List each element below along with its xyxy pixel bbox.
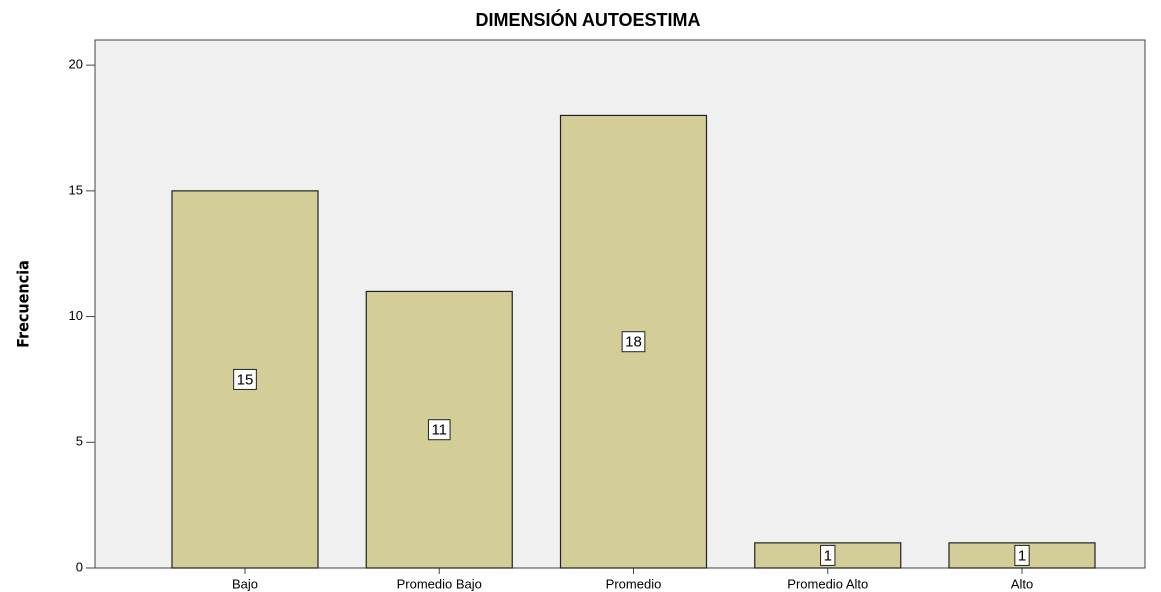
x-tick-label: Promedio Alto (787, 576, 868, 591)
data-label: 18 (625, 334, 642, 351)
x-tick-label: Bajo (232, 576, 258, 591)
y-tick-label: 15 (69, 182, 83, 197)
data-label-box (427, 419, 451, 441)
x-tick-label: Alto (1011, 576, 1033, 591)
data-label-box (621, 331, 646, 353)
data-label: 1 (1018, 547, 1026, 564)
y-tick-label: 10 (69, 308, 83, 323)
data-label-box (1014, 544, 1030, 566)
y-tick-label: 5 (76, 434, 83, 449)
y-tick-label: 0 (76, 559, 83, 574)
chart-title: DIMENSIÓN AUTOESTIMA (475, 9, 700, 30)
data-label-box (233, 368, 257, 390)
data-label: 11 (431, 422, 447, 439)
data-label: 15 (237, 371, 254, 388)
y-axis-label: Frecuencia (14, 260, 33, 348)
data-label: 1 (824, 547, 832, 564)
x-tick-label: Promedio Bajo (397, 576, 482, 591)
data-label-box (820, 544, 836, 566)
x-tick-label: Promedio (606, 576, 662, 591)
y-tick-label: 20 (69, 57, 83, 72)
